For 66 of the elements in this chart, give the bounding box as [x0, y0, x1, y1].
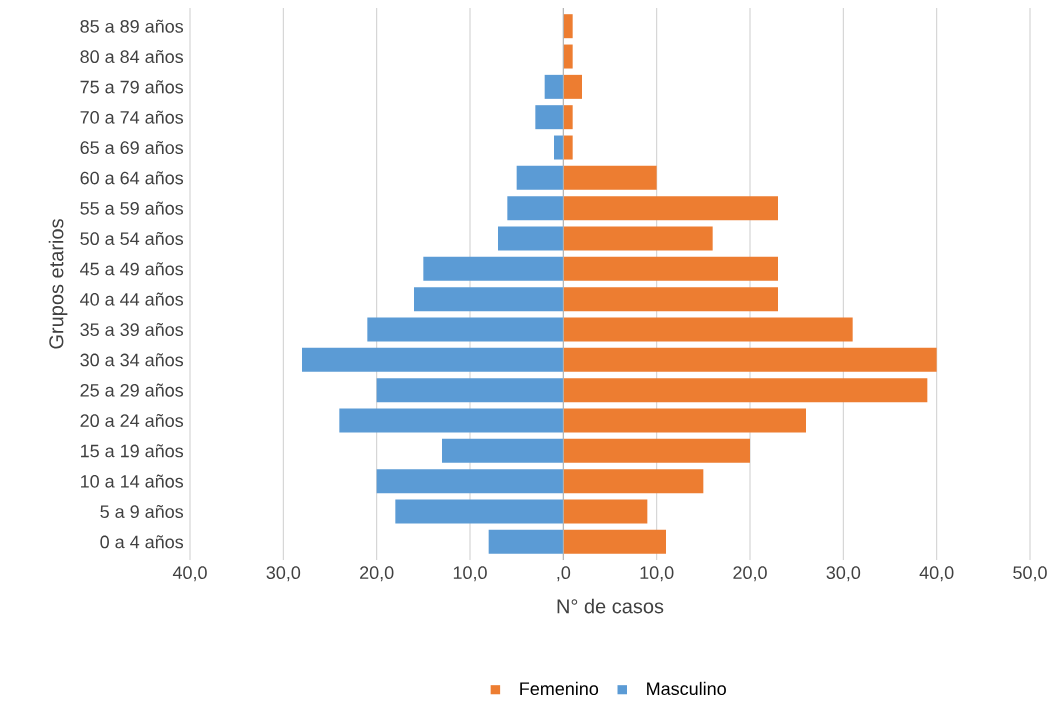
bar [563, 165, 657, 190]
y-tick-label: 45 a 49 años [80, 262, 184, 276]
bar [563, 74, 582, 99]
y-tick-label: 40 a 44 años [80, 292, 184, 306]
x-tick-label: 10,0 [453, 566, 487, 582]
x-tick-label: 30,0 [266, 566, 301, 582]
bar [395, 499, 564, 524]
bar [414, 287, 564, 312]
y-tick-label: 50 a 54 años [80, 231, 184, 246]
bar [376, 469, 564, 494]
bar [367, 317, 564, 342]
y-tick-label: 60 a 64 años [80, 171, 184, 185]
y-tick-label: 25 a 29 años [80, 383, 184, 397]
bar [554, 135, 564, 160]
bar [563, 135, 573, 160]
y-tick-label: 75 a 79 años [80, 80, 184, 94]
x-tick-label: 40,0 [172, 566, 207, 582]
bar [516, 165, 564, 190]
x-tick-label: 20,0 [360, 566, 394, 582]
y-tick-label: 55 a 59 años [80, 201, 184, 215]
bar [563, 438, 750, 463]
bar [563, 408, 806, 433]
bar [563, 317, 853, 342]
bar [535, 105, 564, 130]
bar [339, 408, 564, 433]
y-axis-title: Grupos etarios [48, 219, 68, 349]
bar [563, 226, 713, 251]
bar [563, 499, 648, 524]
bar [563, 44, 573, 69]
bar [498, 226, 564, 251]
y-tick-label: 15 a 19 años [81, 444, 184, 458]
bar [563, 469, 704, 494]
y-tick-label: 30 a 34 años [80, 353, 184, 367]
x-tick-label: ,0 [557, 566, 571, 582]
bar [563, 105, 573, 130]
bar [423, 256, 564, 281]
bar [376, 378, 564, 403]
y-tick-label: 10 a 14 años [81, 474, 184, 488]
bar [507, 196, 564, 221]
bar [563, 529, 666, 554]
bar [563, 196, 778, 221]
y-tick-label: 35 a 39 años [80, 322, 184, 337]
y-tick-label: 80 a 84 años [80, 49, 184, 64]
x-tick-label: 40,0 [919, 566, 954, 582]
bar [442, 438, 564, 463]
x-tick-label: 20,0 [733, 566, 767, 582]
y-tick-label: 0 a 4 años [100, 535, 184, 549]
legend-label: Femenino [520, 681, 599, 696]
y-tick-label: 70 a 74 años [80, 110, 184, 124]
x-tick-label: 30,0 [826, 566, 861, 582]
legend-label: Masculino [647, 681, 726, 696]
y-tick-label: 65 a 69 años [80, 140, 184, 155]
bar [544, 74, 564, 99]
x-tick-label: 10,0 [640, 566, 674, 582]
bar [563, 287, 778, 312]
y-tick-label: 5 a 9 años [100, 504, 184, 519]
x-tick-label: 50,0 [1013, 566, 1047, 582]
bar [563, 256, 778, 281]
bar [563, 14, 573, 39]
y-tick-label: 20 a 24 años [80, 413, 184, 428]
bar [302, 347, 564, 372]
bar [488, 529, 564, 554]
y-tick-label: 85 a 89 años [80, 19, 184, 33]
x-axis-title: N° de casos [557, 598, 664, 614]
bar [563, 347, 937, 372]
bar [563, 378, 928, 403]
